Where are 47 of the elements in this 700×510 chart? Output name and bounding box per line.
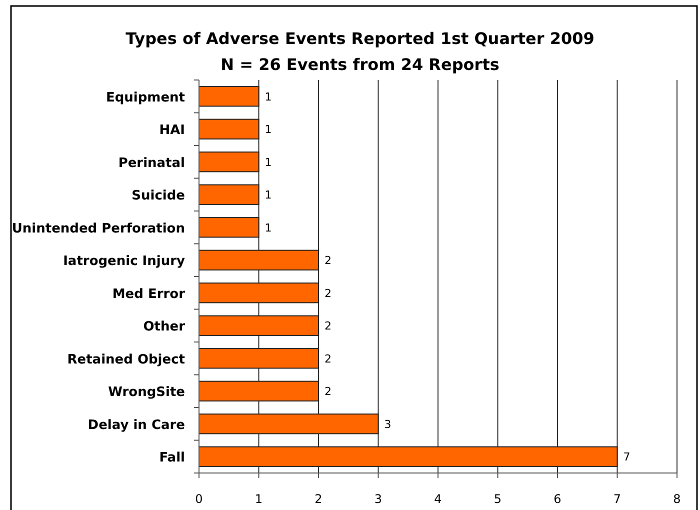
x-tick-label: 1: [254, 492, 263, 506]
y-tick-label: Delay in Care: [88, 418, 186, 433]
data-label: 2: [324, 352, 332, 366]
y-tick-label: Iatrogenic Injury: [63, 254, 186, 270]
y-tick-label: Suicide: [132, 188, 186, 204]
x-tick-label: 4: [434, 492, 442, 506]
y-tick-label: Equipment: [106, 90, 185, 106]
y-tick-label: Perinatal: [118, 156, 185, 171]
x-tick-label: 7: [613, 492, 622, 506]
data-label: 2: [324, 320, 332, 333]
data-label: 1: [264, 123, 272, 136]
bar: [198, 282, 319, 304]
y-tick-label: Retained Object: [67, 352, 185, 368]
bar: [198, 217, 260, 238]
bar: [198, 315, 319, 336]
data-label: 1: [264, 90, 272, 104]
y-tick-label: Unintended Perforation: [12, 221, 185, 236]
x-tick-label: 5: [494, 492, 502, 506]
bar: [198, 184, 260, 205]
bar: [198, 250, 319, 270]
data-label: 1: [264, 188, 272, 202]
data-label: 1: [264, 156, 272, 169]
x-tick-label: 6: [554, 492, 562, 506]
y-tick-label: WrongSite: [108, 385, 186, 400]
x-tick-label: 8: [673, 492, 681, 506]
data-label: 2: [324, 385, 332, 398]
y-tick-label: Med Error: [112, 286, 186, 302]
data-label: 2: [324, 254, 332, 268]
data-label: 3: [384, 418, 392, 431]
bar: [198, 118, 260, 140]
chart-title: Types of Adverse Events Reported 1st Quarter 2009: [126, 29, 594, 48]
x-tick-label: 3: [374, 492, 382, 506]
bar: [198, 86, 260, 107]
chart-subtitle: N = 26 Events from 24 Reports: [220, 55, 500, 74]
bar: [198, 380, 319, 402]
data-label: 1: [264, 221, 272, 234]
y-tick-label: Other: [143, 320, 186, 335]
y-tick-label: HAI: [159, 123, 185, 138]
x-tick-label: 0: [195, 492, 203, 506]
bar: [198, 414, 379, 434]
y-tick-label: Fall: [159, 450, 185, 466]
x-tick-label: 2: [314, 492, 322, 506]
bar: [198, 446, 618, 467]
data-label: 2: [324, 286, 332, 300]
bar: [198, 152, 260, 172]
data-label: 7: [623, 450, 630, 464]
bar: [198, 348, 319, 369]
